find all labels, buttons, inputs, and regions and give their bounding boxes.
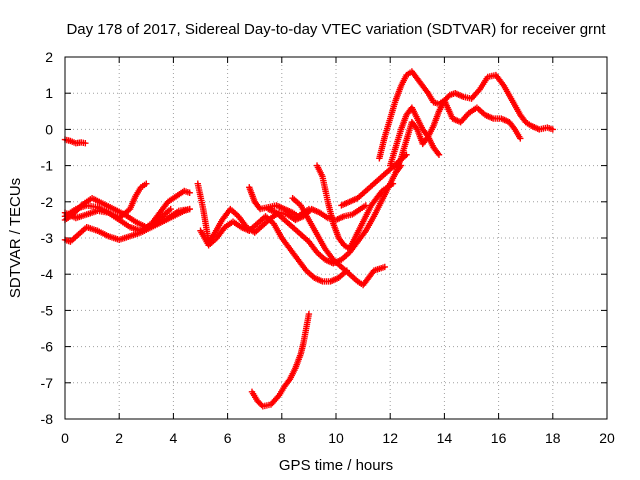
data-point (362, 202, 370, 209)
data-point (305, 205, 313, 213)
x-tick-label: 20 (599, 430, 615, 446)
data-point (258, 401, 265, 409)
x-tick-label: 10 (328, 430, 344, 446)
series-arc17 (392, 118, 443, 177)
axis-ticks (64, 56, 608, 420)
x-tick-label: 16 (491, 430, 507, 446)
x-tick-label: 6 (224, 430, 232, 446)
series-arc12 (313, 162, 397, 253)
y-tick-label: 1 (45, 85, 53, 101)
y-tick-label: -2 (41, 194, 54, 210)
x-tick-label: 2 (115, 430, 123, 446)
y-tick-label: -1 (41, 158, 54, 174)
y-tick-label: -7 (41, 375, 54, 391)
data-point (517, 135, 524, 142)
y-tick-label: 2 (45, 49, 53, 65)
y-tick-label: -4 (41, 266, 54, 282)
series-arc8 (197, 213, 351, 285)
data-point (435, 151, 443, 158)
data-point (381, 263, 388, 271)
x-axis-label: GPS time / hours (279, 457, 393, 474)
x-tick-label: 14 (437, 430, 453, 446)
plot-frame (64, 56, 608, 420)
x-tick-label: 18 (545, 430, 561, 446)
y-axis-label: SDTVAR / TECUs (7, 178, 24, 298)
data-point (143, 180, 150, 187)
data-point (305, 310, 313, 318)
x-tick-label: 8 (278, 430, 286, 446)
data-point (167, 205, 174, 213)
data-point (186, 205, 193, 213)
y-tick-label: -6 (41, 339, 54, 355)
y-tick-label: 0 (45, 121, 53, 137)
series-arc1 (61, 136, 89, 147)
y-tick-label: -8 (41, 411, 54, 427)
x-tick-label: 12 (382, 430, 398, 446)
data-point (186, 189, 193, 196)
x-tick-label: 4 (170, 430, 178, 446)
series-arc11 (289, 194, 388, 289)
y-tick-label: -3 (41, 230, 54, 246)
series-arc13 (338, 151, 410, 209)
data-point (389, 180, 397, 187)
data-point (82, 139, 89, 147)
chart-title: Day 178 of 2017, Sidereal Day-to-day VTE… (66, 21, 606, 38)
data-points (61, 68, 556, 410)
series-arc14 (248, 310, 313, 410)
x-tick-label: 0 (61, 430, 69, 446)
data-point (549, 126, 556, 133)
series-arc16 (387, 97, 524, 169)
series-arc7 (194, 180, 370, 245)
series-arc9 (246, 184, 313, 220)
y-tick-label: -5 (41, 302, 54, 318)
